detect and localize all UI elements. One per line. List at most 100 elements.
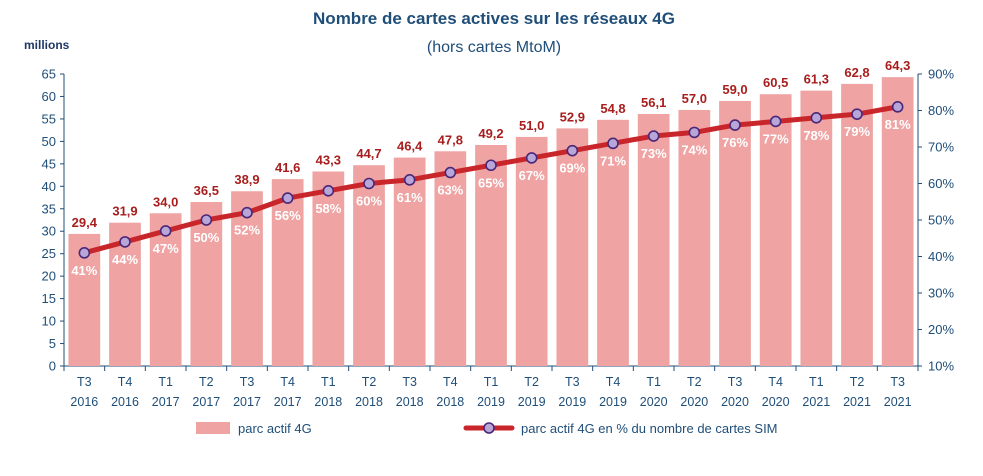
y-tick-label: 30 <box>42 224 56 239</box>
bar-value-label: 47,8 <box>438 132 463 147</box>
x-tick-label: T4 <box>443 375 458 389</box>
x-tick-label-year: 2017 <box>152 395 180 409</box>
x-tick-label: T3 <box>402 375 417 389</box>
bar-value-label: 38,9 <box>234 172 259 187</box>
line-value-label: 76% <box>722 135 748 150</box>
bar-value-label: 51,0 <box>519 118 544 133</box>
x-tick-label-year: 2018 <box>396 395 424 409</box>
y-tick-label: 5 <box>49 336 56 351</box>
x-tick-label-year: 2021 <box>843 395 871 409</box>
bar <box>271 179 304 366</box>
x-tick-label: T3 <box>240 375 255 389</box>
x-tick-label-year: 2016 <box>70 395 98 409</box>
x-tick-label: T4 <box>118 375 133 389</box>
bar-value-label: 34,0 <box>153 194 178 209</box>
line-marker <box>607 137 619 150</box>
line-marker <box>891 101 904 113</box>
line-value-label: 73% <box>641 146 667 161</box>
x-tick-label: T3 <box>77 375 92 389</box>
bar-value-label: 61,3 <box>804 72 829 87</box>
y-tick-label: 50 <box>42 134 56 149</box>
x-tick-label-year: 2019 <box>477 395 505 409</box>
x-tick-label-year: 2020 <box>762 395 790 409</box>
line-value-label: 74% <box>681 142 707 157</box>
y-tick-label: 0 <box>49 359 56 374</box>
bar <box>475 144 507 366</box>
line-marker <box>729 119 741 131</box>
legend-bar-label: parc actif 4G <box>238 421 312 436</box>
x-tick-label: T2 <box>687 375 702 389</box>
x-tick-label: T2 <box>850 375 865 389</box>
line-value-label: 56% <box>275 208 301 223</box>
line-value-label: 71% <box>600 153 626 168</box>
bar-value-label: 64,3 <box>885 58 910 73</box>
x-tick-label-year: 2019 <box>518 395 546 409</box>
line-marker <box>281 192 294 204</box>
y2-tick-label: 90% <box>928 67 954 82</box>
x-tick-label: T2 <box>524 375 539 389</box>
x-tick-label-year: 2020 <box>721 395 749 409</box>
y-tick-label: 60 <box>42 89 56 104</box>
y-tick-label: 45 <box>42 156 56 171</box>
bar-value-label: 29,4 <box>72 215 98 230</box>
x-tick-label-year: 2020 <box>640 395 668 409</box>
line-marker <box>688 126 701 139</box>
line-value-label: 63% <box>437 183 463 198</box>
line-series <box>78 101 904 259</box>
line-marker <box>119 236 131 248</box>
x-tick-label: T3 <box>890 375 905 389</box>
axes: 0 5 10 15 20 25 30 35 40 45 50 55 60 65 10% 20% 30% 40% 50… <box>42 67 955 410</box>
line-marker <box>403 174 416 186</box>
line-marker <box>769 115 782 128</box>
bar <box>434 151 467 366</box>
bar-value-label: 56,1 <box>641 95 666 110</box>
bar-value-label: 62,8 <box>844 65 869 80</box>
bar-value-label: 59,0 <box>722 82 747 97</box>
x-tick-label: T2 <box>199 375 214 389</box>
x-tick-label: T4 <box>768 375 783 389</box>
legend: parc actif 4G parc actif 4G en % du nombr… <box>196 421 778 436</box>
x-tick-label: T1 <box>321 375 336 389</box>
y2-tick-label: 40% <box>928 249 954 264</box>
y-tick-label: 10 <box>42 314 56 329</box>
bar <box>881 77 914 366</box>
bar-series <box>68 77 914 367</box>
x-tick-label-year: 2019 <box>599 395 627 409</box>
x-tick-label-year: 2021 <box>884 395 912 409</box>
y-tick-label: 20 <box>42 269 56 284</box>
y-tick-label: 65 <box>42 67 56 82</box>
x-tick-label: T1 <box>484 375 499 389</box>
y-tick-label: 15 <box>42 291 56 306</box>
x-tick-label-year: 2021 <box>802 395 830 409</box>
bar <box>149 213 182 366</box>
x-tick-label-year: 2018 <box>355 395 383 409</box>
bar-value-label: 44,7 <box>356 146 381 161</box>
bar <box>556 128 589 366</box>
bar-value-label: 52,9 <box>560 109 585 124</box>
line-marker <box>485 159 497 172</box>
bar-value-label: 57,0 <box>682 91 707 106</box>
x-tick-label-year: 2018 <box>314 395 342 409</box>
legend-bar-swatch <box>196 422 230 434</box>
bar-value-label: 41,6 <box>275 160 300 175</box>
bar <box>312 171 345 366</box>
y2-tick-label: 20% <box>928 322 954 337</box>
line-value-label: 67% <box>519 168 545 183</box>
line-marker <box>851 108 863 120</box>
x-tick-label: T4 <box>606 375 621 389</box>
line-value-label: 79% <box>844 124 870 139</box>
bar-value-label: 31,9 <box>112 204 137 219</box>
x-tick-label-year: 2017 <box>192 395 220 409</box>
line-marker <box>322 185 335 197</box>
bar <box>597 119 629 367</box>
y2-tick-label: 60% <box>928 176 954 191</box>
x-tick-label: T3 <box>565 375 580 389</box>
bar <box>759 94 792 366</box>
bar <box>231 191 263 366</box>
line-value-label: 65% <box>478 175 504 190</box>
line-marker <box>444 166 457 179</box>
line-value-label: 61% <box>397 190 423 205</box>
line-value-label: 50% <box>193 230 219 245</box>
